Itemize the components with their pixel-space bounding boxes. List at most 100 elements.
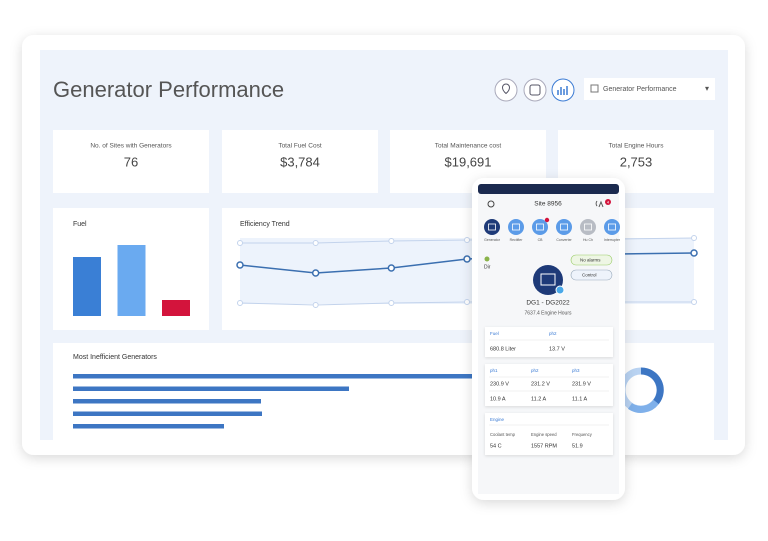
dropdown-label: Generator Performance: [603, 86, 677, 93]
tab-glyph: [560, 223, 568, 231]
phase-voltage: 231.9 V: [572, 381, 591, 387]
fuel-chart: [73, 245, 190, 316]
fuel-bar: [162, 300, 190, 316]
fuel-value: 13.7 V: [549, 346, 565, 352]
signal-icon: [595, 200, 604, 208]
device-glyph: [540, 273, 556, 286]
tab-icon[interactable]: [532, 219, 548, 235]
engine-value: 51.9: [572, 443, 583, 449]
video-icon: [529, 84, 541, 96]
generator-bar: [73, 424, 224, 429]
search-icon[interactable]: [487, 200, 495, 208]
engine-card: [485, 413, 613, 455]
phase-current: 11.2 A: [531, 396, 547, 402]
tab-glyph: [512, 223, 520, 231]
tab-label: Hu Ch: [583, 238, 593, 242]
donut-segment: [640, 367, 664, 405]
engine-title: Engine: [490, 417, 505, 422]
trend-point: [237, 240, 243, 246]
trend-point: [690, 249, 698, 257]
kpi-label: Total Engine Hours: [609, 143, 665, 150]
tab-label: CB: [538, 238, 544, 242]
trend-point: [691, 235, 698, 241]
generator-bar: [73, 399, 261, 404]
tab-icon[interactable]: [484, 219, 500, 235]
map-button[interactable]: [494, 78, 518, 102]
tab-label: Generator: [484, 238, 501, 242]
tab-label: Interrupter: [604, 238, 621, 242]
tab-icon[interactable]: [556, 219, 572, 235]
device-status: [555, 285, 565, 295]
generator-bar: [73, 411, 262, 416]
trend-point: [388, 238, 395, 244]
phase-card: [485, 364, 613, 406]
trend-point: [237, 300, 243, 306]
phase-current: 10.9 A: [490, 396, 506, 402]
tab-label: Rectifier: [510, 238, 524, 242]
engine-value: 1557 RPM: [531, 443, 557, 449]
phase-label: ph1: [490, 368, 498, 373]
tab-glyph: [488, 223, 496, 231]
fuel-bar: [73, 257, 101, 316]
dir-icon: [484, 256, 490, 262]
alert-badge: [605, 199, 611, 205]
tab-icon[interactable]: [580, 219, 596, 235]
trend-point: [312, 302, 319, 308]
toolbar: Generator Performance ▾: [494, 78, 715, 102]
tab-badge: [544, 217, 550, 223]
tab-glyph: [536, 223, 544, 231]
kpi-card: [222, 130, 378, 193]
generator-bar: [73, 374, 473, 379]
kpi-label: Total Maintenance cost: [435, 143, 502, 150]
control-pill[interactable]: [570, 269, 613, 281]
trend-point: [464, 299, 471, 305]
engine-label: Engine speed: [531, 432, 557, 437]
device-icon: [533, 265, 563, 295]
generators-chart: [73, 374, 473, 429]
kpi-card: [53, 130, 209, 193]
tab-glyph: [608, 223, 616, 231]
alert-count: 4: [607, 200, 610, 205]
tab-glyph: [584, 223, 592, 231]
card-title: Most Inefficient Generators: [73, 354, 157, 361]
kpi-value: 2,753: [620, 154, 653, 169]
kpi-value: 76: [124, 154, 138, 169]
kpi-value: $19,691: [445, 154, 492, 169]
alarm-pill: [570, 254, 613, 266]
trend-point: [691, 299, 698, 305]
engine-value: 54 C: [490, 443, 502, 449]
map-icon: [501, 83, 511, 95]
fuel-label: Fuel: [490, 331, 499, 336]
dir-label: Dir: [484, 264, 491, 270]
trend-band: [240, 238, 694, 304]
card-title: Efficiency Trend: [240, 221, 290, 228]
trend-point: [236, 261, 244, 269]
trend-point: [311, 269, 320, 277]
kpi-row: No. of Sites with Generators 76 Total Fuel…: [53, 130, 714, 193]
phone-cards: Fuel 680.8 Liter ph2 13.7 V ph1 230.9 V 10.9 A…: [489, 331, 609, 449]
fuel-value: 680.8 Liter: [490, 346, 516, 352]
phase-label: ph2: [531, 368, 539, 373]
phase-label: ph3: [572, 368, 580, 373]
chart-button[interactable]: [551, 78, 575, 102]
trend-point: [464, 237, 471, 243]
fuel-label: ph2: [549, 331, 557, 336]
phone: Site 8956 4 Generator Rectifier CB Converte…: [472, 178, 625, 500]
engine-label: Coolant temp: [490, 432, 516, 437]
alarm-text: No alarms: [580, 258, 601, 263]
video-button[interactable]: [523, 78, 547, 102]
tab-icon[interactable]: [508, 219, 524, 235]
dropdown[interactable]: [584, 78, 715, 100]
tab-icon[interactable]: [604, 219, 620, 235]
kpi-label: No. of Sites with Generators: [90, 143, 172, 150]
dropdown-icon: [590, 84, 599, 93]
trend-point: [388, 300, 395, 306]
fuel-card: [485, 327, 613, 357]
donut-segment: [627, 399, 659, 413]
phase-voltage: 230.9 V: [490, 381, 509, 387]
chart-icon: [557, 86, 568, 95]
tab-row: Generator Rectifier CB Converter Hu Ch Interr…: [484, 217, 621, 242]
kpi-label: Total Fuel Cost: [278, 143, 322, 150]
